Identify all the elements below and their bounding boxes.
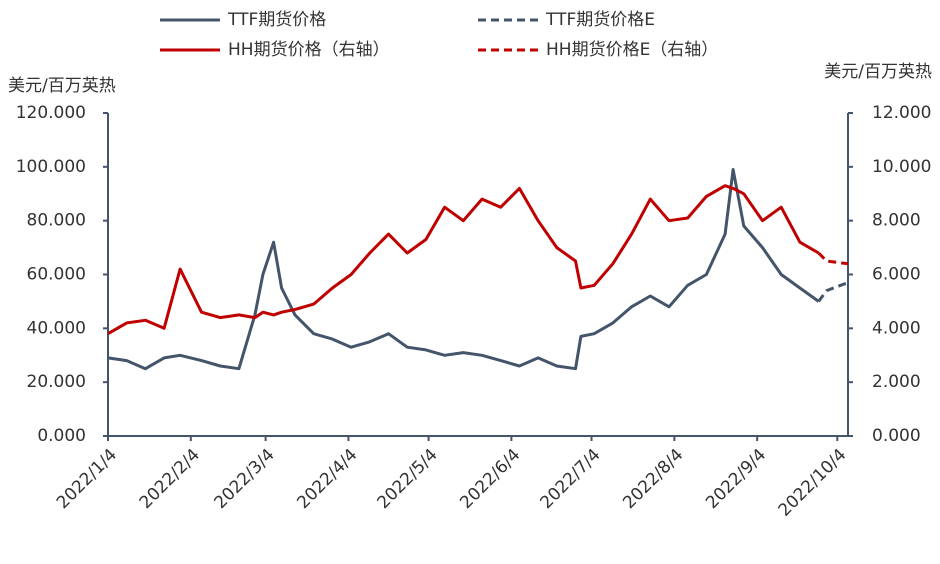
y-tick-label: 40.000 [27,318,86,338]
x-tick-label: 2022/5/4 [374,445,442,513]
y-tick-label: 20.000 [27,372,86,392]
x-tick-label: 2022/8/4 [619,445,687,513]
y-tick-label: 100.000 [16,157,86,177]
y-tick-label: 60.000 [27,265,86,285]
y2-tick-label: 2.000 [872,372,921,392]
legend-label: HH期货价格E（右轴） [546,40,718,60]
x-tick-label: 2022/10/4 [775,445,851,521]
y2-tick-label: 12.000 [872,103,931,123]
legend-label: TTF期货价格E [545,10,655,30]
x-tick-label: 2022/3/4 [211,445,279,513]
series-line [817,281,849,303]
y2-axis-label: 美元/百万英热 [824,62,932,82]
x-tick-label: 2022/1/4 [53,445,121,513]
x-tick-label: 2022/9/4 [702,445,770,513]
y-axis-label: 美元/百万英热 [8,76,116,96]
y2-tick-label: 0.000 [872,426,921,446]
y2-tick-label: 6.000 [872,265,921,285]
y2-tick-label: 10.000 [872,157,931,177]
y2-tick-label: 8.000 [872,211,921,231]
legend-label: HH期货价格（右轴） [228,40,390,60]
y-tick-label: 0.000 [37,426,86,446]
y-tick-label: 120.000 [16,103,86,123]
x-tick-label: 2022/4/4 [293,445,361,513]
series-line [817,251,849,266]
y2-tick-label: 4.000 [872,318,921,338]
series-line [107,168,820,371]
series-line [107,184,820,335]
x-tick-label: 2022/6/4 [456,445,524,513]
y-tick-label: 80.000 [27,211,86,231]
x-tick-label: 2022/2/4 [136,445,204,513]
legend-label: TTF期货价格 [227,10,326,30]
x-tick-label: 2022/7/4 [536,445,604,513]
